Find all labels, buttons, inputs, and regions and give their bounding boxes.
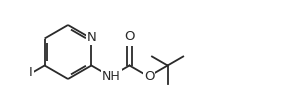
Text: O: O [124, 30, 135, 43]
Text: NH: NH [102, 70, 121, 83]
Text: O: O [144, 70, 154, 83]
Text: I: I [29, 66, 33, 79]
Text: N: N [87, 31, 97, 44]
